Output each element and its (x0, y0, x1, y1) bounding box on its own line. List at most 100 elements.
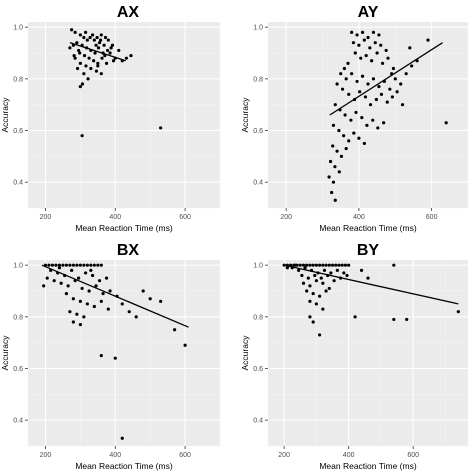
data-point (327, 263, 331, 267)
data-point (377, 84, 381, 89)
data-point (82, 315, 86, 319)
data-point (347, 263, 351, 267)
data-point (94, 43, 98, 47)
data-point (293, 263, 298, 267)
data-point (85, 263, 89, 267)
data-point (366, 35, 370, 40)
data-point (347, 139, 351, 143)
data-point (99, 353, 103, 358)
data-point (371, 77, 376, 81)
data-point (111, 59, 116, 63)
data-point (70, 268, 74, 272)
plot-background (28, 260, 220, 446)
x-axis-label: Mean Reaction Time (ms) (75, 461, 172, 471)
data-point (321, 307, 325, 311)
data-point (456, 310, 460, 314)
data-point (332, 279, 336, 283)
data-point (342, 66, 346, 71)
data-point (108, 289, 112, 293)
y-tick-label: 0.8 (13, 76, 23, 83)
data-point (374, 97, 378, 102)
data-point (337, 263, 341, 267)
data-point (87, 289, 91, 293)
data-point (426, 38, 430, 42)
data-point (392, 263, 396, 267)
data-point (405, 317, 409, 322)
data-point (106, 38, 110, 42)
data-point (313, 273, 317, 278)
data-point (106, 307, 110, 311)
data-point (365, 123, 369, 127)
regression-line (329, 42, 443, 116)
panel-title: BY (357, 242, 380, 259)
y-tick-label: 0.8 (253, 314, 263, 321)
data-point (329, 271, 333, 275)
data-point (99, 299, 103, 303)
data-point (343, 263, 348, 267)
data-point (78, 33, 82, 37)
y-tick-label: 0.6 (253, 128, 263, 135)
data-point (358, 90, 362, 94)
x-tick-label: 600 (407, 452, 419, 459)
data-point (99, 33, 103, 37)
data-point (344, 77, 348, 81)
data-point (73, 30, 77, 34)
data-point (108, 51, 112, 55)
data-point (61, 263, 65, 267)
data-point (359, 268, 364, 272)
data-point (370, 59, 374, 63)
data-point (301, 281, 306, 285)
data-point (350, 30, 354, 34)
data-point (308, 299, 312, 303)
data-point (335, 149, 339, 153)
data-point (285, 266, 289, 270)
data-point (339, 72, 343, 76)
data-point (350, 72, 354, 76)
data-point (89, 263, 93, 267)
data-point (390, 95, 394, 99)
regression-line (41, 264, 189, 328)
data-point (404, 72, 408, 76)
data-point (321, 281, 325, 285)
data-point (333, 198, 337, 202)
data-point (78, 84, 82, 89)
data-point (379, 43, 383, 47)
panel-title: BX (117, 242, 140, 259)
data-point (364, 53, 368, 58)
data-point (300, 273, 304, 278)
data-point (368, 103, 373, 107)
data-point (104, 61, 109, 65)
data-point (45, 276, 49, 280)
panel-ay: 200 400 600 0.4 0.6 0.8 1.0 AY Mean Reaction Tim… (240, 4, 469, 233)
data-point (47, 263, 51, 267)
data-point (355, 33, 359, 37)
data-point (103, 35, 108, 40)
data-point (324, 289, 328, 293)
data-point (366, 82, 370, 86)
y-tick-label: 1.0 (253, 263, 263, 270)
data-point (311, 263, 315, 267)
data-point (64, 263, 68, 267)
panel-title: AX (117, 4, 140, 21)
data-point (379, 92, 384, 96)
data-point (360, 74, 365, 78)
panel-title: AY (358, 4, 379, 21)
data-point (80, 286, 84, 291)
data-point (327, 286, 331, 291)
data-point (331, 123, 336, 127)
data-point (71, 320, 75, 324)
data-point (399, 82, 403, 86)
data-point (355, 79, 359, 84)
data-point (327, 175, 331, 179)
x-tick-label: 400 (109, 452, 121, 459)
data-point (148, 297, 152, 301)
data-point (352, 131, 356, 135)
panel-by: 200 400 600 0.4 0.6 0.8 1.0 BY Mean Reaction Tim… (240, 242, 468, 471)
data-point (384, 48, 388, 53)
data-point (357, 136, 361, 140)
data-point (391, 66, 396, 71)
data-point (351, 41, 356, 45)
data-point (59, 281, 63, 285)
plot-background (268, 22, 468, 208)
data-point (395, 90, 399, 94)
